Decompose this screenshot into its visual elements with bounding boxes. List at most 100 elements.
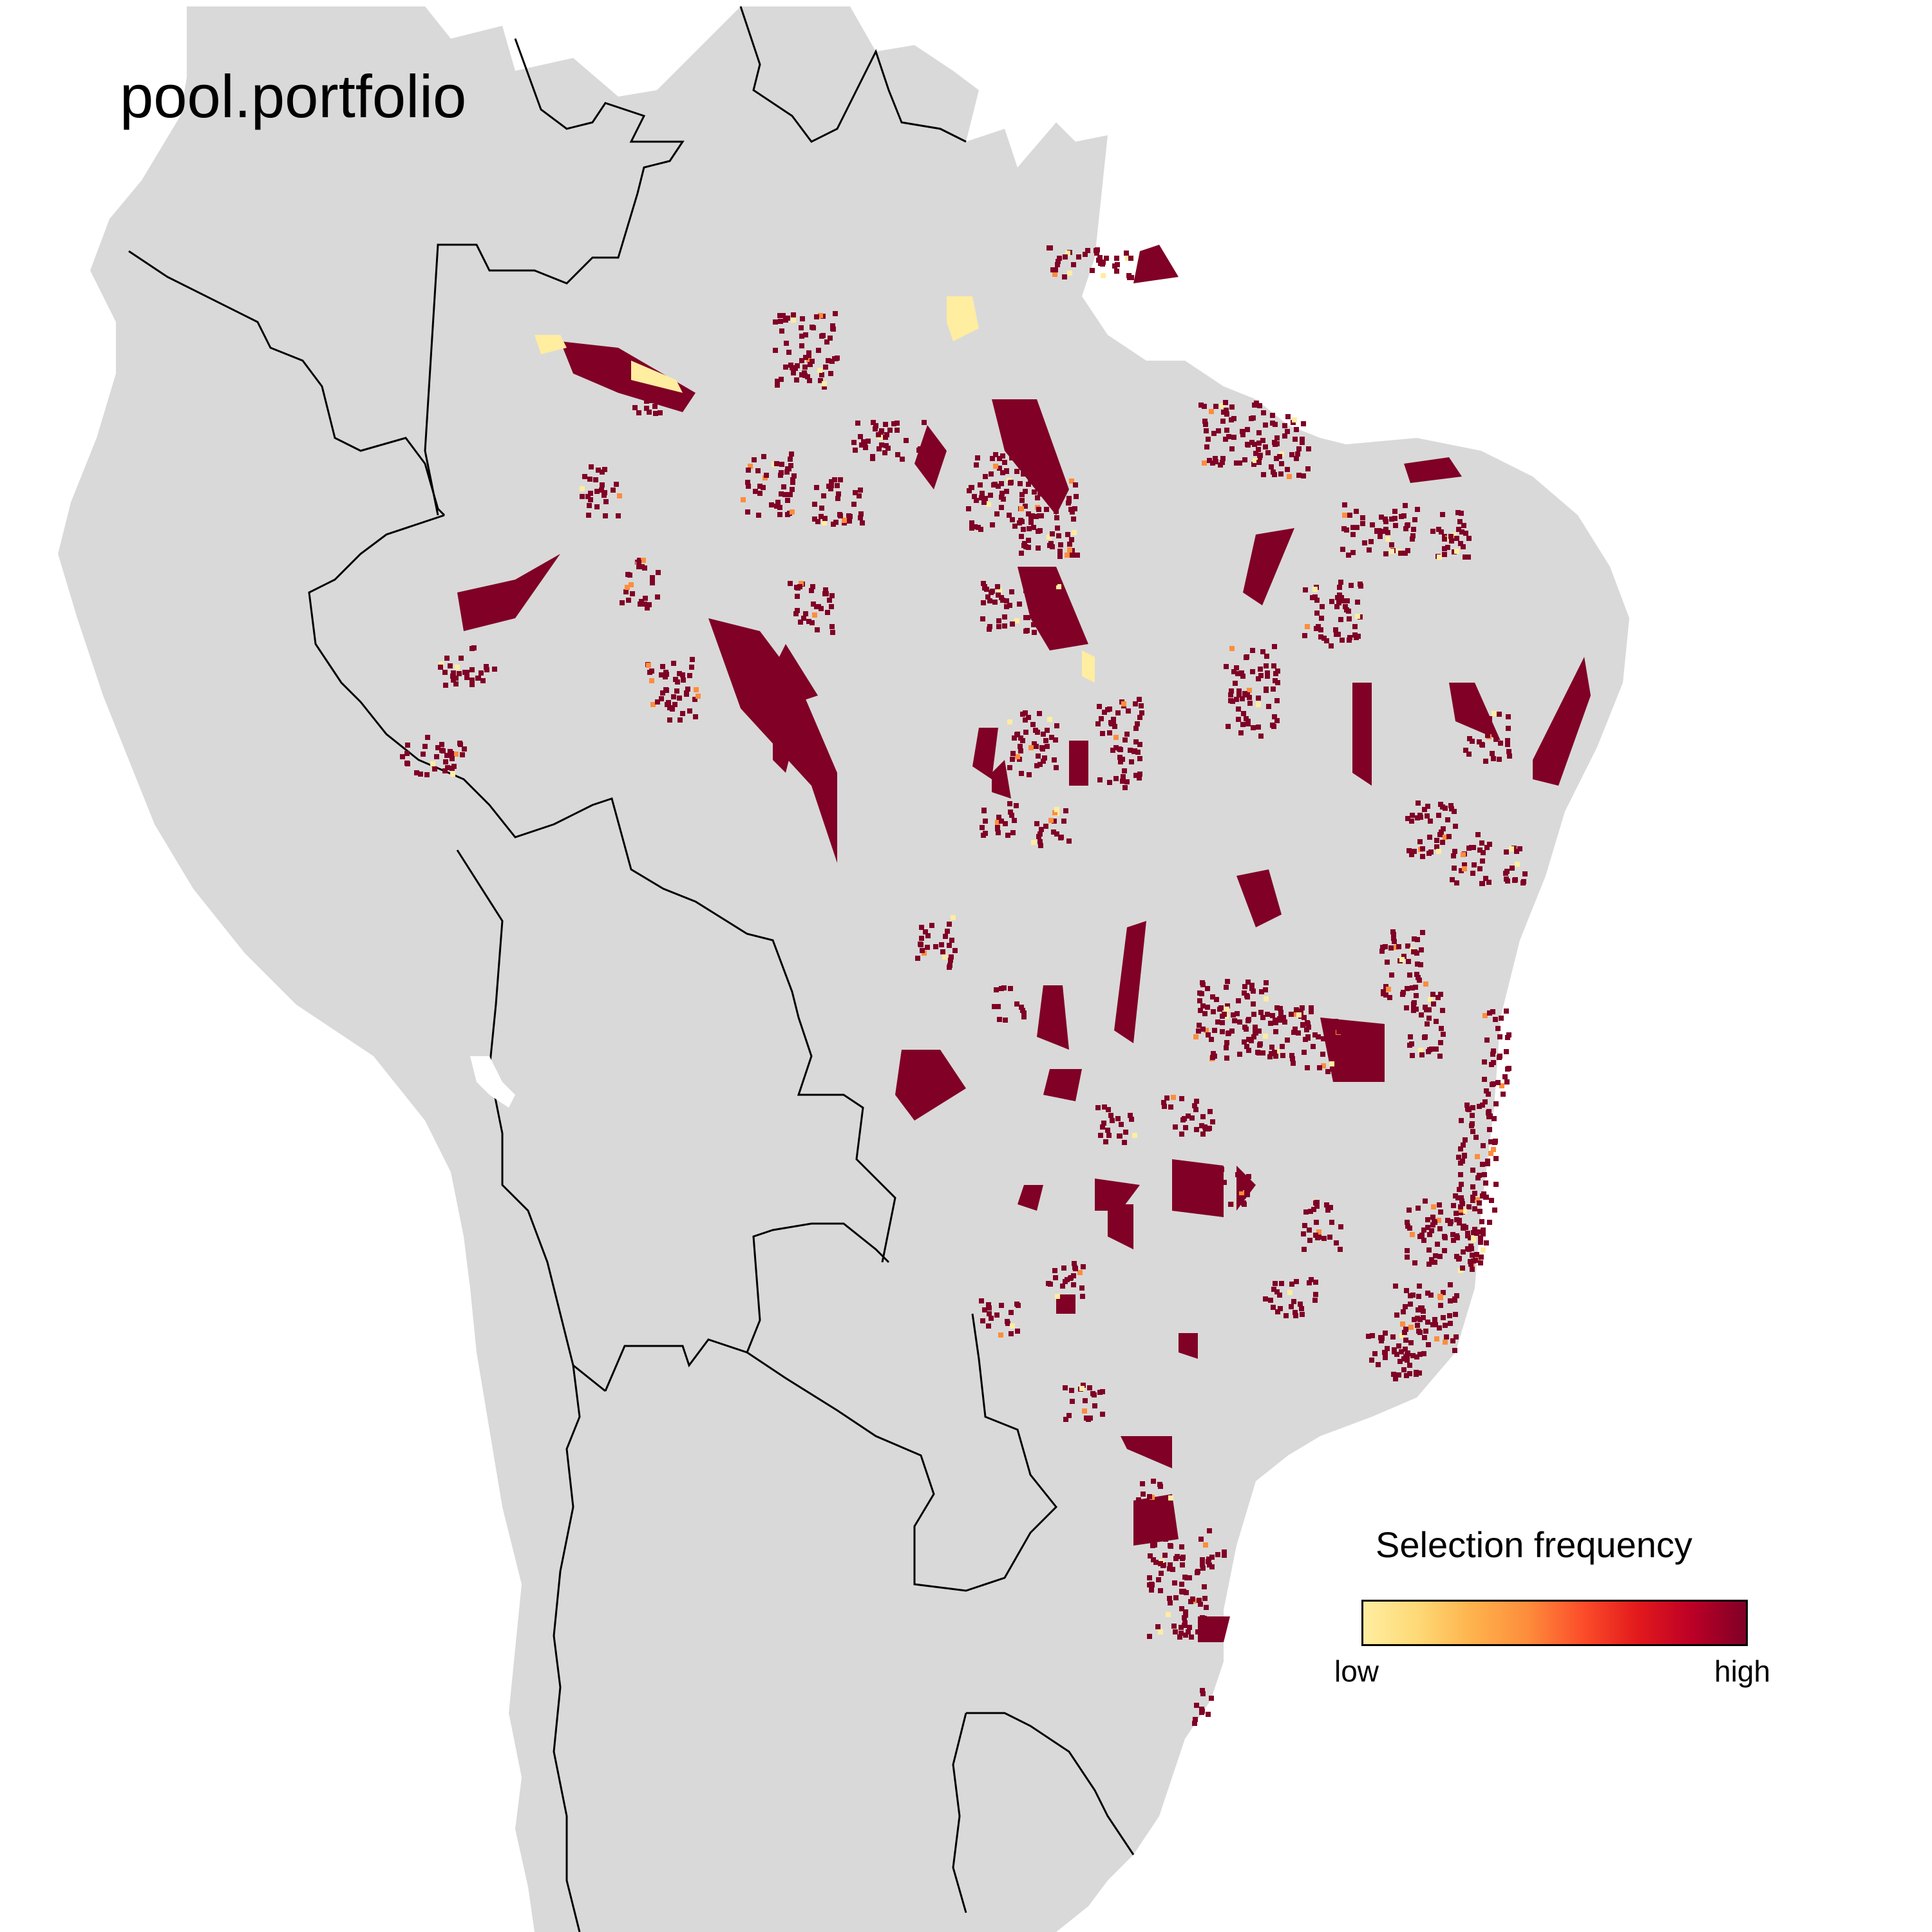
selection-cell <box>1314 611 1320 616</box>
selection-cell <box>1440 840 1445 845</box>
selection-cell <box>1180 1589 1185 1595</box>
selection-cell <box>1461 852 1466 857</box>
selection-cell <box>1355 614 1360 619</box>
selection-cell <box>1302 633 1307 638</box>
selection-cell <box>1034 464 1039 469</box>
selection-cell <box>1344 607 1349 612</box>
selection-cell <box>1242 984 1247 989</box>
selection-cell <box>1479 1255 1484 1260</box>
selection-cell <box>1434 1046 1439 1052</box>
selection-cell <box>830 630 835 635</box>
selection-cell <box>1316 1034 1321 1039</box>
high-frequency-patch <box>1095 1179 1140 1211</box>
selection-cell <box>1244 1044 1249 1049</box>
selection-cell <box>857 493 862 498</box>
selection-cell <box>1277 1293 1282 1298</box>
selection-cell <box>689 665 694 670</box>
selection-cell <box>1270 413 1275 418</box>
selection-cell <box>1186 1629 1191 1634</box>
selection-cell <box>1457 1256 1462 1261</box>
selection-cell <box>981 500 987 505</box>
selection-cell <box>972 494 977 499</box>
selection-cell <box>1459 1182 1464 1187</box>
selection-cell <box>1338 1059 1343 1065</box>
selection-cell <box>439 661 444 667</box>
selection-cell <box>1046 616 1051 621</box>
selection-cell <box>997 1017 1002 1022</box>
selection-cell <box>987 598 992 603</box>
selection-cell <box>1052 810 1057 815</box>
selection-cell <box>1487 1127 1492 1132</box>
selection-cell <box>1442 536 1447 542</box>
selection-cell <box>1415 961 1420 967</box>
high-frequency-patch <box>1243 528 1294 605</box>
selection-cell <box>1470 1184 1475 1189</box>
selection-cell <box>807 378 812 383</box>
selection-cell <box>1215 1552 1220 1557</box>
selection-cell <box>1208 1109 1213 1114</box>
selection-cell <box>1293 1310 1298 1315</box>
selection-cell <box>1232 1018 1237 1023</box>
selection-cell <box>1273 1018 1278 1023</box>
selection-cell <box>1477 1200 1482 1206</box>
selection-cell <box>1417 839 1423 844</box>
selection-cell <box>1336 600 1341 605</box>
selection-cell <box>1203 1126 1208 1132</box>
selection-cell <box>1457 1220 1462 1226</box>
selection-cell <box>1407 972 1412 978</box>
selection-cell <box>1456 527 1461 532</box>
selection-cell <box>1304 1027 1309 1032</box>
selection-cell <box>1403 526 1408 531</box>
high-frequency-patch <box>1198 1616 1230 1642</box>
selection-cell <box>1438 1303 1443 1308</box>
selection-cell <box>1478 1235 1483 1240</box>
selection-cell <box>1484 1037 1490 1043</box>
selection-cell <box>1229 688 1234 694</box>
selection-cell <box>1425 804 1430 809</box>
selection-cell <box>1271 1287 1276 1292</box>
selection-cell <box>1041 759 1046 764</box>
selection-cell <box>980 1318 985 1323</box>
selection-cell <box>785 316 790 321</box>
selection-cell <box>1445 817 1450 822</box>
selection-cell <box>1515 862 1520 867</box>
selection-cell <box>1004 489 1009 494</box>
selection-cell <box>1403 1327 1408 1332</box>
selection-cell <box>1007 603 1012 608</box>
selection-cell <box>1394 1312 1399 1318</box>
border-peru-chile-bolivia <box>456 849 606 1392</box>
selection-cell <box>1487 842 1492 847</box>
selection-cell <box>1137 742 1142 747</box>
selection-cell <box>1385 536 1390 542</box>
selection-cell <box>1229 417 1234 422</box>
selection-cell <box>1049 735 1054 740</box>
selection-cell <box>670 706 675 712</box>
selection-cell <box>791 312 796 317</box>
selection-cell <box>1274 456 1279 461</box>
selection-cell <box>1193 1034 1198 1039</box>
selection-cell <box>1428 1293 1434 1298</box>
selection-cell <box>969 520 974 526</box>
selection-cell <box>1068 507 1074 512</box>
selection-cell <box>755 468 761 473</box>
selection-cell <box>1404 1005 1409 1010</box>
selection-cell <box>1254 401 1259 406</box>
selection-cell <box>824 339 829 345</box>
selection-cell <box>1236 706 1241 712</box>
selection-cell <box>1404 1373 1409 1378</box>
selection-cell <box>1198 1602 1203 1607</box>
selection-cell <box>1002 460 1007 465</box>
selection-cell <box>1186 1113 1191 1119</box>
selection-cell <box>1459 1195 1464 1200</box>
selection-cell <box>1379 1338 1384 1343</box>
selection-cell <box>993 452 998 457</box>
selection-cell <box>1493 1017 1498 1022</box>
selection-cell <box>1306 446 1311 451</box>
selection-cell <box>1438 1295 1443 1300</box>
selection-cell <box>1213 456 1218 461</box>
selection-cell <box>1409 819 1414 824</box>
selection-cell <box>1452 1298 1457 1303</box>
selection-cell <box>1391 1372 1396 1377</box>
selection-cell <box>793 611 799 616</box>
selection-cell <box>1022 541 1027 546</box>
